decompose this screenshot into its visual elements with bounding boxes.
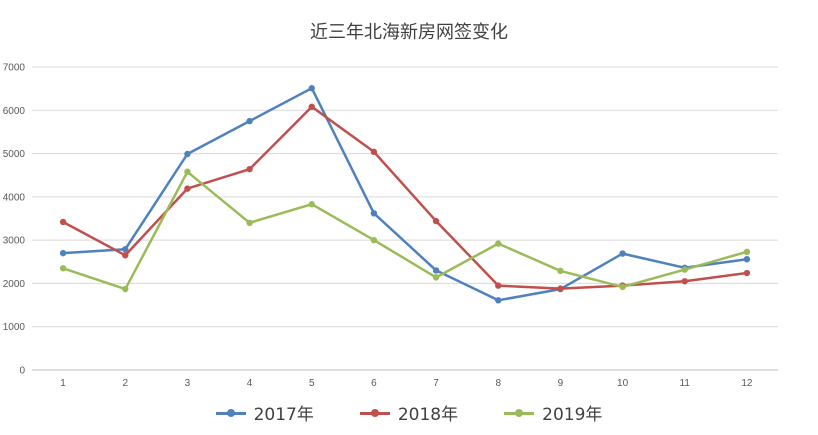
data-point — [495, 282, 502, 289]
data-point — [122, 285, 129, 293]
x-tick-label: 3 — [185, 378, 191, 389]
data-point — [370, 148, 378, 156]
data-point — [308, 85, 315, 92]
x-tick-label: 8 — [495, 378, 501, 389]
data-point — [246, 165, 253, 173]
series-line-1 — [61, 86, 749, 302]
data-point — [743, 248, 751, 256]
data-point — [619, 250, 626, 257]
legend-item: 2018年 — [359, 400, 459, 425]
x-tick-label: 10 — [617, 378, 629, 389]
data-point — [246, 219, 253, 227]
data-point — [557, 267, 564, 275]
chart-title: 近三年北海新房网签变化 — [310, 22, 508, 43]
data-point — [681, 266, 688, 273]
data-point — [122, 252, 129, 259]
data-point — [495, 240, 502, 247]
y-tick-label: 0 — [19, 366, 25, 377]
x-tick-label: 5 — [309, 378, 315, 389]
data-point — [59, 218, 67, 226]
data-point — [122, 246, 129, 253]
data-point — [619, 283, 626, 291]
series-line-3 — [61, 170, 749, 291]
x-tick-label: 1 — [60, 378, 66, 389]
legend-item: 2019年 — [504, 400, 602, 425]
y-tick-label: 7000 — [3, 63, 26, 74]
y-tick-label: 1000 — [3, 322, 26, 333]
y-tick-label: 3000 — [3, 236, 26, 247]
y-tick-label: 5000 — [3, 149, 26, 160]
y-tick-label: 6000 — [3, 106, 26, 117]
x-tick-label: 2 — [122, 378, 128, 389]
series-line-2 — [61, 105, 749, 290]
x-tick-label: 11 — [680, 378, 691, 389]
x-tick-label: 4 — [247, 378, 253, 389]
data-point — [557, 285, 564, 292]
legend-label: 2018年 — [397, 405, 459, 425]
data-point — [370, 210, 378, 217]
data-point — [308, 103, 315, 111]
y-tick-label: 4000 — [3, 192, 26, 203]
data-point — [59, 265, 67, 272]
legend-swatch — [215, 406, 246, 420]
data-point — [246, 117, 253, 125]
data-point — [308, 201, 315, 208]
legend-label: 2019年 — [542, 405, 603, 425]
data-point — [432, 217, 440, 225]
data-point — [432, 267, 440, 274]
data-point — [184, 185, 191, 192]
data-point — [370, 236, 378, 244]
legend-swatch — [504, 406, 535, 420]
data-point — [184, 168, 191, 175]
data-point — [743, 269, 751, 277]
data-point — [432, 274, 440, 281]
data-point — [495, 297, 502, 304]
x-tick-label: 6 — [371, 378, 377, 389]
data-point — [743, 255, 751, 263]
legend-label: 2017年 — [253, 405, 314, 425]
legend: 2017年 2018年 2019年 — [0, 400, 818, 425]
x-tick-label: 7 — [433, 378, 439, 389]
legend-swatch — [359, 406, 390, 420]
x-tick-label: 12 — [741, 378, 753, 389]
x-tick-label: 9 — [558, 378, 564, 389]
y-tick-label: 2000 — [3, 279, 26, 290]
data-point — [59, 249, 67, 257]
data-point — [184, 150, 191, 158]
data-point — [681, 278, 688, 285]
legend-item: 2017年 — [215, 400, 314, 425]
